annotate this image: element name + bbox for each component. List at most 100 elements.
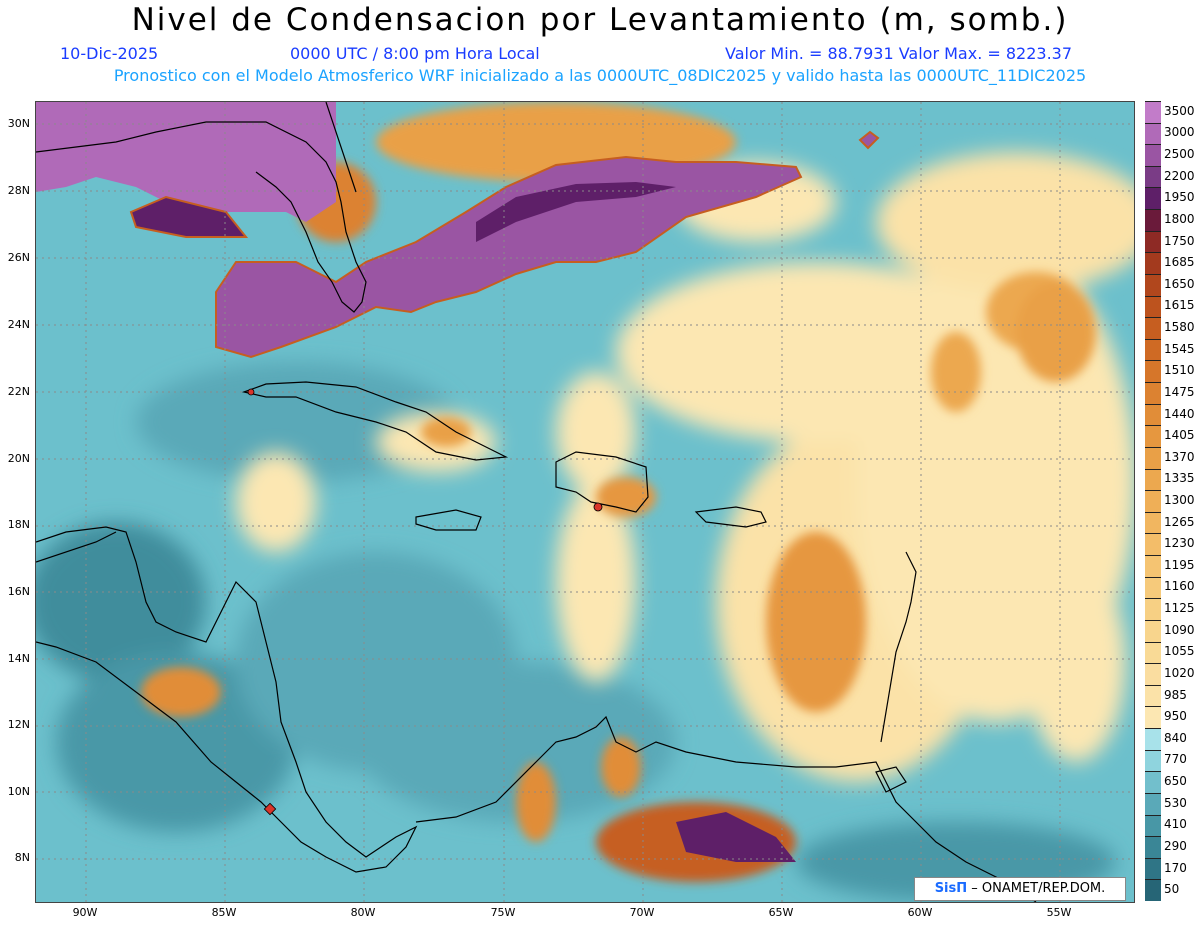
colorbar-label: 2500 [1164, 147, 1195, 162]
colorbar-cell [1145, 706, 1161, 729]
map-grid [36, 102, 1134, 902]
lon-label-65w: 65W [768, 906, 794, 919]
colorbar-label: 1055 [1164, 644, 1195, 659]
lat-label-10n: 10N [7, 785, 30, 798]
lon-label-90w: 90W [72, 906, 98, 919]
lon-label-55w: 55W [1046, 906, 1072, 919]
lat-label-30n: 30N [7, 117, 30, 130]
colorbar-cell [1145, 771, 1161, 794]
colorbar-label: 1800 [1164, 211, 1195, 226]
colorbar-label: 1230 [1164, 536, 1195, 551]
colorbar-cell [1145, 382, 1161, 405]
colorbar-label: 1440 [1164, 406, 1195, 421]
colorbar-label: 1265 [1164, 514, 1195, 529]
colorbar-cell [1145, 792, 1161, 815]
lat-label-18n: 18N [7, 518, 30, 531]
lon-label-75w: 75W [490, 906, 516, 919]
colorbar-cell [1145, 338, 1161, 361]
colorbar-label: 410 [1164, 817, 1187, 832]
colorbar-cell [1145, 728, 1161, 751]
colorbar-label: 2200 [1164, 168, 1195, 183]
colorbar-cell [1145, 468, 1161, 491]
colorbar-label: 1615 [1164, 298, 1195, 313]
model-info: Pronostico con el Modelo Atmosferico WRF… [113, 66, 1087, 85]
colorbar-label: 1685 [1164, 255, 1195, 270]
colorbar-label: 1475 [1164, 384, 1195, 399]
colorbar-label: 1160 [1164, 579, 1195, 594]
colorbar-label: 1125 [1164, 601, 1195, 616]
colorbar-cell [1145, 641, 1161, 664]
lat-label-22n: 22N [7, 385, 30, 398]
colorbar-label: 1510 [1164, 363, 1195, 378]
colorbar-label: 1405 [1164, 428, 1195, 443]
colorbar-cell [1145, 555, 1161, 578]
colorbar-label: 1650 [1164, 276, 1195, 291]
colorbar-cell [1145, 490, 1161, 513]
field-purple-gulf-spot [129, 195, 249, 238]
colorbar-cell [1145, 230, 1161, 253]
colorbar-cell [1145, 857, 1161, 880]
colorbar-cell [1145, 663, 1161, 686]
map-panel[interactable] [35, 101, 1135, 903]
colorbar-label: 1020 [1164, 665, 1195, 680]
colorbar-cell [1145, 684, 1161, 707]
min-max-values: Valor Min. = 88.7931 Valor Max. = 8223.3… [725, 44, 1073, 63]
colorbar-label: 1300 [1164, 493, 1195, 507]
lon-label-60w: 60W [907, 906, 933, 919]
colorbar-label: 290 [1164, 838, 1187, 853]
lat-label-28n: 28N [7, 184, 30, 197]
colorbar-label: 530 [1164, 795, 1187, 810]
colorbar-label: 770 [1164, 752, 1187, 767]
colorbar [1145, 101, 1161, 902]
colorbar-cell [1145, 598, 1161, 621]
lat-label-12n: 12N [7, 718, 30, 731]
colorbar-cell [1145, 144, 1161, 167]
colorbar-label: 950 [1164, 709, 1187, 724]
colorbar-label: 1545 [1164, 341, 1195, 356]
lat-label-26n: 26N [7, 251, 30, 264]
colorbar-label: 170 [1164, 860, 1187, 875]
colorbar-label: 650 [1164, 774, 1187, 789]
field-purple-ne-spot [858, 130, 880, 150]
colorbar-label: 985 [1164, 687, 1187, 702]
lat-label-16n: 16N [7, 585, 30, 598]
map-title: Nivel de Condensacion por Levantamiento … [131, 2, 1069, 38]
colorbar-cell [1145, 165, 1161, 188]
field-purple-northwest [36, 102, 336, 222]
colorbar-cell [1145, 317, 1161, 340]
colorbar-cell [1145, 252, 1161, 275]
colorbar-label: 1580 [1164, 320, 1195, 335]
credit-text: – ONAMET/REP.DOM. [971, 881, 1106, 896]
colorbar-cell [1145, 187, 1161, 210]
colorbar-cell [1145, 619, 1161, 643]
colorbar-cell [1145, 533, 1161, 556]
forecast-date: 10-Dic-2025 [60, 44, 159, 63]
colorbar-label: 50 [1164, 882, 1180, 897]
colorbar-cell [1145, 209, 1161, 232]
field-purple-south [676, 812, 796, 862]
colorbar-label: 840 [1164, 730, 1187, 745]
lat-label-24n: 24N [7, 318, 30, 331]
field-purple-band [215, 155, 803, 359]
colorbar-label: 1370 [1164, 449, 1195, 464]
lon-label-80w: 80W [350, 906, 376, 919]
colorbar-cell [1145, 360, 1161, 383]
lon-label-85w: 85W [211, 906, 237, 919]
colorbar-label: 3000 [1164, 125, 1195, 140]
field-purple-core [476, 182, 676, 242]
red-spots [247, 388, 603, 816]
colorbar-cell [1145, 425, 1161, 448]
colorbar-cell [1145, 836, 1161, 859]
colorbar-cell [1145, 273, 1161, 297]
lat-label-20n: 20N [7, 452, 30, 465]
colorbar-cell [1145, 122, 1161, 145]
lat-label-8n: 8N [14, 851, 30, 864]
colorbar-label: 1195 [1164, 557, 1195, 572]
credit-brand: SisΠ [934, 881, 968, 896]
colorbar-label: 1335 [1164, 471, 1195, 486]
forecast-time: 0000 UTC / 8:00 pm Hora Local [290, 44, 540, 63]
colorbar-cell [1145, 446, 1161, 470]
colorbar-cell [1145, 511, 1161, 534]
lat-label-14n: 14N [7, 652, 30, 665]
colorbar-label: 1090 [1164, 622, 1195, 637]
